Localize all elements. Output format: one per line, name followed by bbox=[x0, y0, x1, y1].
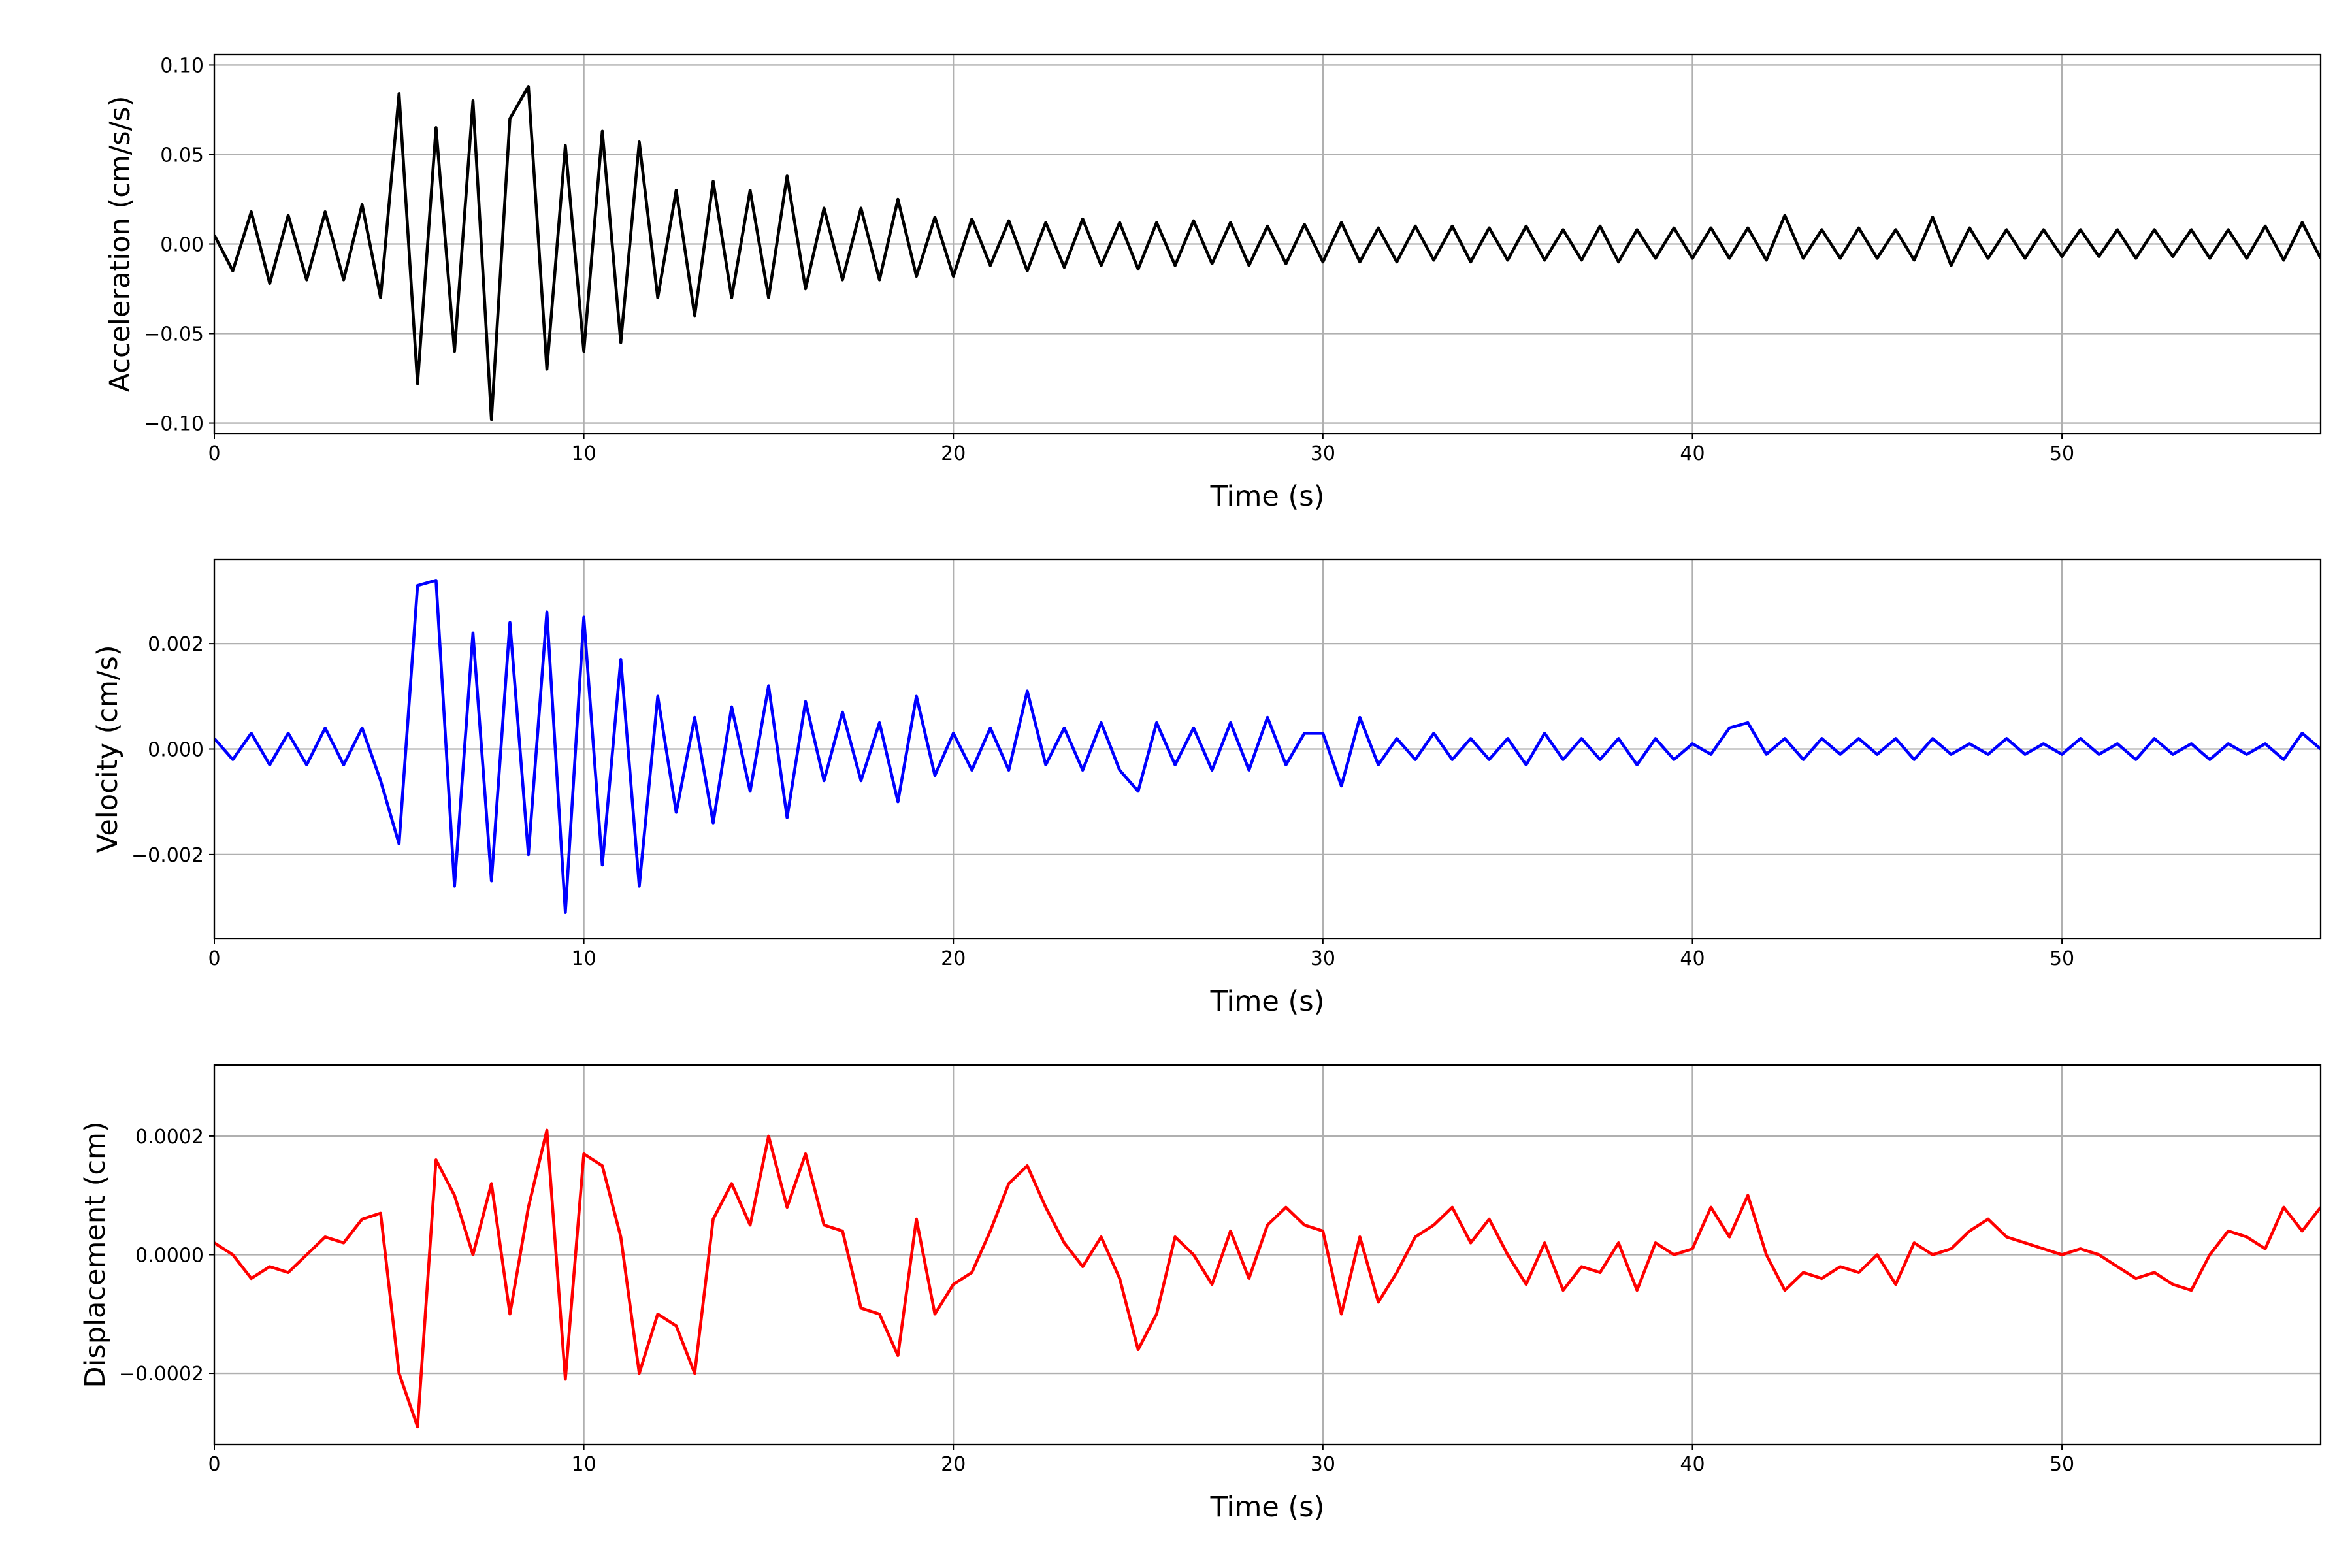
axes-frame bbox=[213, 558, 2322, 940]
chart-panel: −0.10 −0.05 0.00 0.05 0.10 0 10 20 30 40 50 Time (s… bbox=[104, 53, 2322, 513]
chart-panel: −0.0002 0.0000 0.0002 0 10 20 30 40 50 Time (s) Di… bbox=[79, 1064, 2322, 1524]
series-line bbox=[214, 1128, 2321, 1429]
y-tick-label: −0.05 bbox=[144, 323, 204, 346]
y-tick-label: 0.10 bbox=[160, 54, 204, 77]
grid bbox=[213, 1065, 2321, 1445]
y-tick-label: −0.002 bbox=[131, 844, 204, 867]
y-ticks: −0.0002 0.0000 0.0002 bbox=[119, 1126, 204, 1386]
x-tick-label: 10 bbox=[572, 442, 596, 465]
chart-panel: −0.002 0.000 0.002 0 10 20 30 40 50 Time (s) Veloc… bbox=[91, 558, 2322, 1018]
x-tick-label: 10 bbox=[572, 1453, 596, 1476]
y-axis-label: Velocity (cm/s) bbox=[91, 645, 124, 853]
y-tick-label: −0.10 bbox=[144, 413, 204, 436]
x-tick-label: 50 bbox=[2050, 1453, 2074, 1476]
series-line bbox=[214, 578, 2321, 914]
x-axis-label: Time (s) bbox=[1210, 1491, 1325, 1524]
x-axis-label: Time (s) bbox=[1210, 985, 1325, 1018]
x-tick-label: 0 bbox=[208, 1453, 220, 1476]
y-tick-label: 0.002 bbox=[148, 633, 204, 656]
y-tick-label: 0.0002 bbox=[135, 1126, 204, 1149]
y-tick-label: 0.0000 bbox=[135, 1245, 204, 1267]
x-tick-label: 20 bbox=[941, 442, 966, 465]
axes-frame bbox=[213, 1064, 2322, 1446]
grid bbox=[213, 559, 2321, 939]
x-tick-label: 50 bbox=[2050, 442, 2074, 465]
series-line bbox=[214, 85, 2321, 421]
x-tick-label: 0 bbox=[208, 947, 220, 970]
x-tick-label: 30 bbox=[1311, 1453, 1335, 1476]
x-tick-label: 40 bbox=[1680, 1453, 1705, 1476]
x-tick-label: 20 bbox=[941, 947, 966, 970]
y-tick-label: −0.0002 bbox=[119, 1363, 204, 1386]
y-ticks: −0.002 0.000 0.002 bbox=[131, 633, 204, 867]
y-ticks: −0.10 −0.05 0.00 0.05 0.10 bbox=[144, 54, 204, 435]
x-tick-label: 40 bbox=[1680, 442, 1705, 465]
x-tick-label: 0 bbox=[208, 442, 220, 465]
x-tick-label: 40 bbox=[1680, 947, 1705, 970]
axes-frame bbox=[213, 53, 2322, 435]
x-tick-label: 20 bbox=[941, 1453, 966, 1476]
x-axis-label: Time (s) bbox=[1210, 480, 1325, 513]
y-tick-label: 0.00 bbox=[160, 234, 204, 257]
y-tick-label: 0.05 bbox=[160, 144, 204, 167]
y-axis-label: Acceleration (cm/s/s) bbox=[104, 96, 137, 393]
x-tick-label: 50 bbox=[2050, 947, 2074, 970]
x-tick-label: 10 bbox=[572, 947, 596, 970]
x-tick-label: 30 bbox=[1311, 442, 1335, 465]
y-axis-label: Displacement (cm) bbox=[79, 1121, 112, 1388]
x-tick-label: 30 bbox=[1311, 947, 1335, 970]
y-tick-label: 0.000 bbox=[148, 739, 204, 762]
